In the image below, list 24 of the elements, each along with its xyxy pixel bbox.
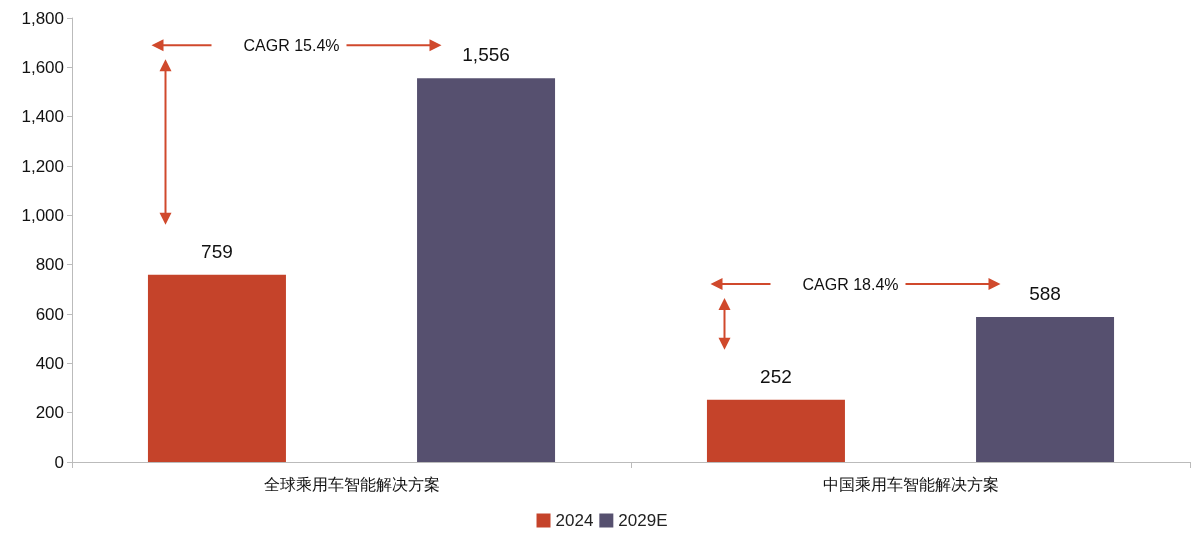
bar (417, 78, 556, 462)
y-tick-label: 1,200 (21, 156, 64, 176)
data-label: 759 (201, 240, 233, 262)
y-tick-label: 200 (35, 403, 64, 423)
y-tick-label: 800 (35, 255, 64, 275)
data-label: 252 (760, 365, 792, 387)
annotation: CAGR 18.4% (802, 275, 899, 293)
y-tick-label: 600 (35, 304, 64, 324)
legend-label: 2024 (555, 511, 594, 530)
y-tick-label: 1,400 (21, 107, 64, 127)
bar (147, 274, 286, 462)
bar (706, 399, 845, 462)
data-label: 1,556 (462, 44, 510, 66)
y-tick-label: 0 (54, 452, 64, 472)
y-tick-label: 1,000 (21, 205, 64, 225)
bar (976, 316, 1115, 462)
y-tick-label: 1,600 (21, 57, 64, 77)
y-tick-label: 1,800 (21, 8, 64, 28)
y-tick-label: 400 (35, 353, 64, 373)
annotation: CAGR 15.4% (243, 37, 340, 55)
x-tick-label: 全球乘用车智能解决方案 (263, 475, 440, 493)
legend-label: 2029E (618, 511, 668, 530)
x-tick-label: 中国乘用车智能解决方案 (822, 475, 999, 493)
data-label: 588 (1029, 282, 1061, 304)
